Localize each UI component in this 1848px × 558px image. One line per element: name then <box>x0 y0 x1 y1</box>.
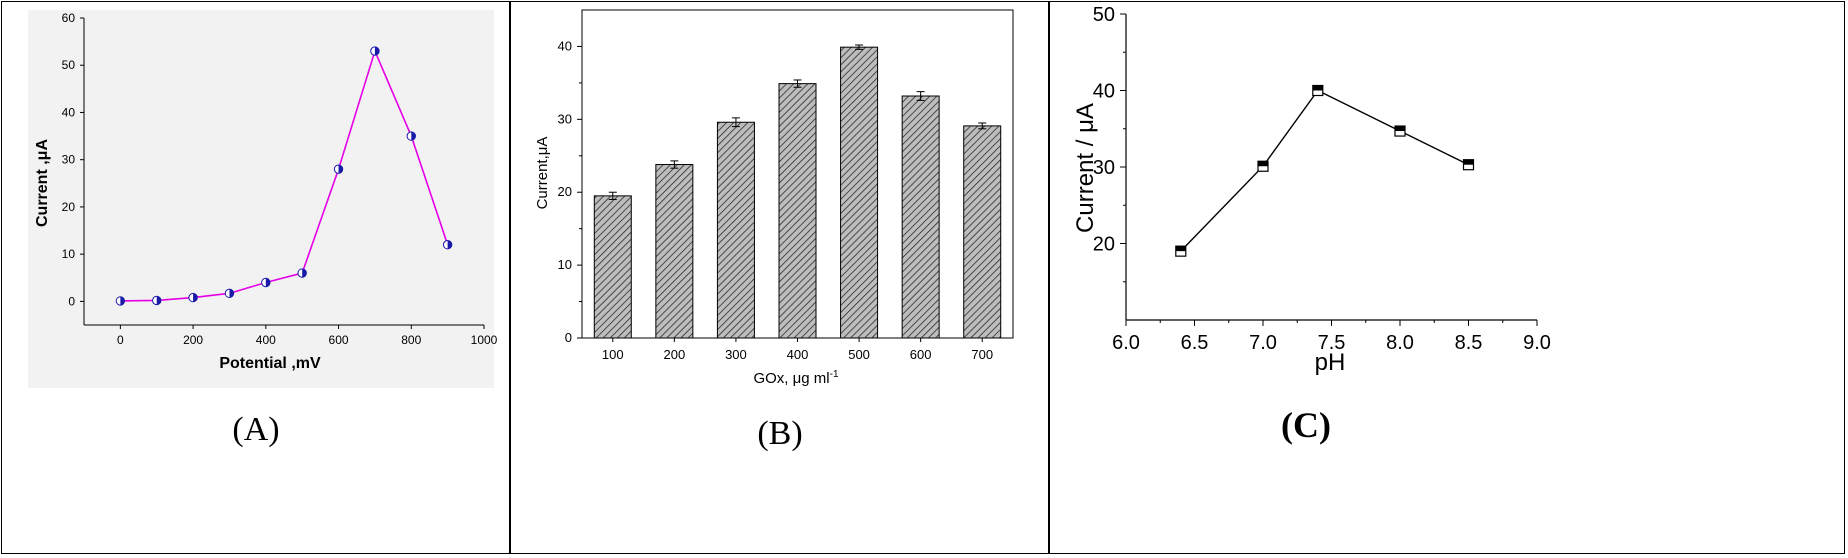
chart-c-x-tick-label: 8.0 <box>1386 332 1414 354</box>
chart-c-x-tick-label: 9.0 <box>1523 332 1551 354</box>
chart-a-y-tick-label: 30 <box>62 153 76 167</box>
chart-a-marker-fill <box>120 296 125 306</box>
chart-a-marker-fill <box>338 164 343 174</box>
chart-b-x-tick-label: 100 <box>602 347 624 362</box>
chart-a-data-point <box>370 46 380 56</box>
chart-b-x-tick-label: 500 <box>848 347 870 362</box>
chart-c-marker-fill <box>1312 85 1323 91</box>
chart-b-bar <box>840 46 879 339</box>
chart-b-xlabel-main: GOx, μg ml <box>753 370 829 387</box>
chart-c-marker-fill <box>1175 246 1186 252</box>
chart-c-data-point <box>1175 245 1187 257</box>
chart-c-xlabel: pH <box>1315 349 1346 376</box>
chart-c-y-tick-label: 20 <box>1093 234 1115 256</box>
chart-c-data-point <box>1394 125 1406 137</box>
chart-c-data-point <box>1312 84 1324 97</box>
chart-a-x-tick-label: 800 <box>401 333 421 347</box>
chart-a-x-tick-label: 1000 <box>471 333 498 347</box>
chart-a-data-point <box>115 296 126 306</box>
chart-c-y-tick-label: 30 <box>1093 157 1115 179</box>
chart-c-marker-fill <box>1258 161 1268 167</box>
chart-c-data-point <box>1462 159 1475 171</box>
panel-divider <box>1048 1 1050 554</box>
chart-a-marker-fill <box>229 289 234 298</box>
chart-a-marker-fill <box>193 293 198 302</box>
chart-c-x-tick-label: 7.0 <box>1249 332 1277 354</box>
chart-b-bar <box>963 125 1002 339</box>
chart-a-data-point <box>406 131 416 141</box>
chart-a-data-point <box>261 277 271 288</box>
chart-a-xlabel: Potential ,mV <box>219 355 321 372</box>
chart-a-y-tick-label: 10 <box>62 247 76 261</box>
chart-a-marker-fill <box>374 46 380 56</box>
chart-a-x-tick-label: 400 <box>256 333 276 347</box>
chart-c-x-tick-label: 8.5 <box>1455 332 1483 354</box>
chart-a-ylabel: Current ,μA <box>34 139 51 227</box>
chart-a-y-tick-label: 50 <box>62 58 76 72</box>
chart-a-data-point <box>442 240 453 250</box>
chart-a: 0 200 400 600 800 1000 0 10 20 30 40 50 60 Potential… <box>28 10 498 448</box>
caption-a: (A) <box>232 411 279 448</box>
chart-c-ylabel: Current / μA <box>1072 103 1099 233</box>
chart-b-bar <box>716 121 755 339</box>
chart-a-marker-fill <box>411 131 416 141</box>
chart-b: 100 200 300 400 500 600 700 0 10 20 30 40 Current,μ… <box>534 9 1014 452</box>
chart-c-y-tick-label: 40 <box>1093 81 1115 103</box>
caption-b: (B) <box>757 415 802 452</box>
chart-b-x-tick-label: 200 <box>664 347 686 362</box>
chart-b-x-tick-label: 300 <box>725 347 747 362</box>
chart-b-ylabel: Current,μA <box>534 137 551 210</box>
chart-b-y-tick-label: 40 <box>558 38 572 53</box>
chart-a-marker-fill <box>302 268 307 278</box>
chart-c-x-tick-label: 6.5 <box>1181 332 1209 354</box>
chart-a-series-line <box>120 48 449 302</box>
chart-c: 6.0 6.5 7.0 7.5 8.0 8.5 9.0 20 30 40 50 pH Current… <box>1072 4 1551 445</box>
chart-b-x-tick-label: 700 <box>971 347 993 362</box>
chart-b-x-tick-label: 600 <box>910 347 932 362</box>
chart-a-background <box>28 10 494 388</box>
chart-b-xlabel-superscript: -1 <box>830 369 839 380</box>
chart-b-bar <box>901 95 940 339</box>
chart-a-y-tick-label: 20 <box>62 200 76 214</box>
chart-b-bar <box>778 83 817 339</box>
chart-b-xlabel: GOx, μg ml-1 <box>753 369 838 387</box>
chart-a-marker-fill <box>265 278 271 287</box>
chart-c-x-tick-label: 7.5 <box>1318 332 1346 354</box>
chart-b-y-tick-label: 20 <box>558 184 572 199</box>
chart-b-y-tick-label: 0 <box>565 330 572 345</box>
panel-divider <box>509 1 511 554</box>
chart-c-marker-fill <box>1395 126 1405 132</box>
chart-c-series-line <box>1180 89 1469 252</box>
chart-a-x-tick-label: 600 <box>329 333 349 347</box>
chart-c-data-point <box>1257 160 1269 172</box>
chart-a-data-point <box>224 288 235 299</box>
chart-a-y-tick-label: 0 <box>68 294 75 308</box>
chart-a-marker-fill <box>156 296 161 305</box>
chart-b-bar <box>593 195 632 339</box>
chart-c-x-tick-label: 6.0 <box>1112 332 1140 354</box>
chart-a-x-tick-label: 200 <box>183 333 203 347</box>
chart-a-y-tick-label: 60 <box>62 11 76 25</box>
chart-a-data-point <box>152 295 162 306</box>
chart-c-y-tick-label: 50 <box>1093 4 1115 26</box>
caption-c: (C) <box>1281 405 1331 445</box>
chart-a-marker-fill <box>447 240 452 249</box>
chart-b-bar <box>655 164 694 339</box>
chart-c-marker-fill <box>1463 159 1474 165</box>
chart-a-y-tick-label: 40 <box>62 105 76 119</box>
chart-a-data-point <box>333 164 344 174</box>
chart-a-x-tick-label: 0 <box>117 333 124 347</box>
chart-b-x-tick-label: 400 <box>787 347 809 362</box>
chart-a-data-point <box>297 268 307 278</box>
chart-b-y-tick-label: 30 <box>558 111 572 126</box>
chart-a-data-point <box>188 292 198 303</box>
chart-b-y-tick-label: 10 <box>558 257 572 272</box>
